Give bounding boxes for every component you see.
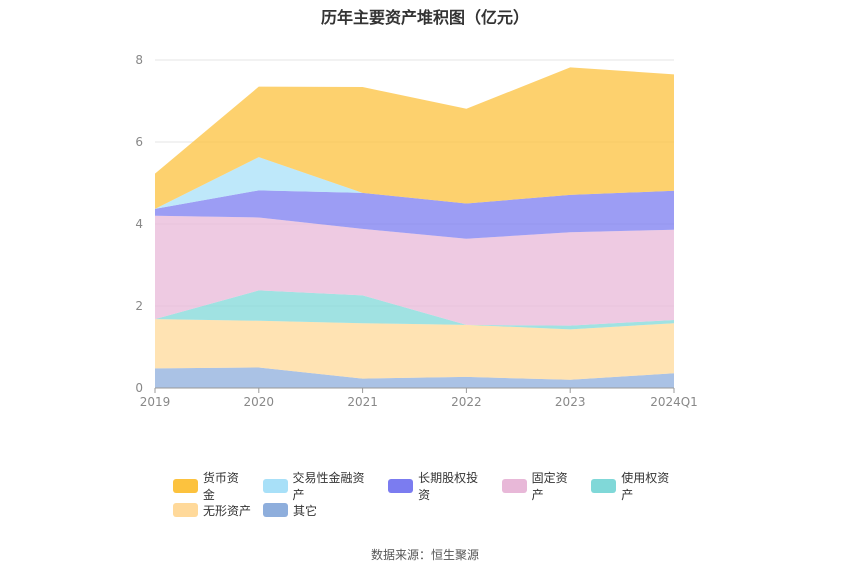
legend-label-fixed-assets: 固定资产	[531, 471, 568, 502]
area-series-6[interactable]	[155, 67, 674, 209]
legend-item-fixed-assets[interactable]: 固定资产	[501, 469, 580, 503]
chart-title: 历年主要资产堆积图（亿元）	[320, 8, 529, 27]
y-tick-label: 4	[135, 217, 143, 231]
legend-row-2: 无形资产 其它	[173, 498, 693, 522]
legend-row-1: 货币资金 交易性金融资产 长期股权投资 固定资产 使用权资产	[173, 471, 693, 502]
area-series-4[interactable]	[155, 190, 674, 239]
legend-label-long-term-equity: 长期股权投资	[418, 471, 479, 502]
y-tick-label: 6	[135, 135, 143, 149]
legend-label-trading-assets: 交易性金融资产	[292, 471, 365, 502]
legend-label-other: 其它	[293, 503, 318, 518]
legend-swatch-right-of-use	[591, 479, 617, 493]
y-tick-label: 2	[135, 299, 143, 313]
legend-item-right-of-use[interactable]: 使用权资产	[591, 469, 681, 503]
legend-swatch-trading-assets	[262, 479, 288, 493]
legend-swatch-cash	[173, 479, 198, 493]
x-tick-label: 2024Q1	[650, 395, 698, 409]
area-series-5[interactable]	[155, 157, 674, 209]
area-series-2[interactable]	[155, 290, 674, 330]
legend-label-cash: 货币资金	[202, 471, 239, 502]
source-note: 数据来源：恒生聚源	[370, 548, 479, 562]
y-tick-label: 0	[135, 381, 143, 395]
legend-item-cash[interactable]: 货币资金	[173, 469, 251, 503]
x-tick-label: 2021	[347, 395, 378, 409]
legend-label-right-of-use: 使用权资产	[621, 471, 670, 502]
legend-swatch-other	[263, 503, 289, 517]
legend-item-other[interactable]: 其它	[263, 502, 317, 519]
x-tick-label: 2020	[244, 395, 275, 409]
legend-item-intangible[interactable]: 无形资产	[173, 502, 251, 519]
legend-label-intangible: 无形资产	[203, 503, 252, 518]
x-tick-label: 2022	[451, 395, 482, 409]
legend-swatch-fixed-assets	[501, 479, 527, 493]
area-series-1[interactable]	[155, 319, 674, 380]
area-series-3[interactable]	[155, 215, 674, 326]
legend-swatch-long-term-equity	[388, 479, 414, 493]
x-tick-label: 2023	[555, 395, 586, 409]
y-tick-label: 8	[135, 53, 143, 67]
legend-item-long-term-equity[interactable]: 长期股权投资	[388, 469, 490, 503]
legend-swatch-intangible	[173, 503, 198, 517]
x-tick-label: 2019	[140, 395, 171, 409]
legend: 货币资金 交易性金融资产 长期股权投资 固定资产 使用权资产 无形资产 其它	[173, 471, 693, 522]
legend-item-trading-assets[interactable]: 交易性金融资产	[262, 469, 377, 503]
